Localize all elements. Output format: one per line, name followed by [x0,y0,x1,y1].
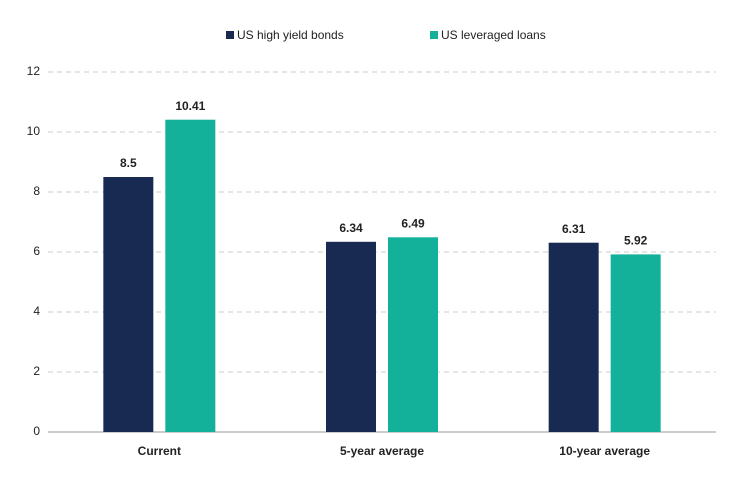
data-label: 6.31 [562,222,586,236]
x-tick-label: Current [138,444,181,458]
bar [326,241,376,432]
y-tick-label: 12 [27,64,41,78]
data-label: 6.34 [339,221,363,235]
legend-label: US leveraged loans [441,28,546,42]
data-label: 8.5 [120,156,137,170]
data-label: 6.49 [401,216,425,230]
bar [610,254,661,432]
y-tick-label: 10 [27,124,41,138]
bar [548,242,599,432]
data-label: 10.41 [175,99,205,113]
bar [103,177,154,432]
bar [165,119,216,432]
legend-label: US high yield bonds [237,28,344,42]
y-tick-label: 4 [33,304,40,318]
y-tick-label: 2 [33,364,40,378]
bar [388,237,438,432]
data-label: 5.92 [624,234,648,248]
legend-swatch [226,31,234,39]
y-tick-label: 6 [33,244,40,258]
y-tick-label: 8 [33,184,40,198]
x-tick-label: 10-year average [559,444,650,458]
legend-swatch [430,31,438,39]
x-tick-label: 5-year average [340,444,424,458]
y-tick-label: 0 [33,424,40,438]
